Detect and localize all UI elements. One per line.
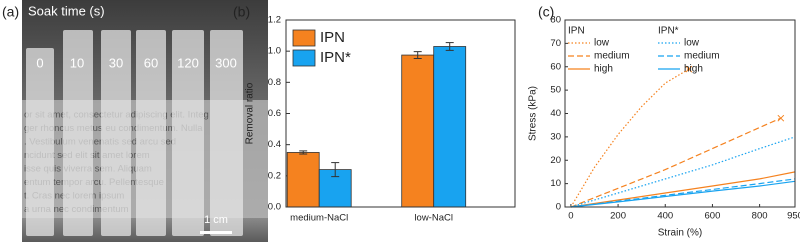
line (570, 136, 796, 208)
end-marker (685, 65, 693, 73)
bar (433, 46, 467, 208)
strips (26, 30, 243, 236)
bar (318, 169, 352, 208)
panel-label: (a) (2, 4, 19, 20)
y-tick-label: 80 (550, 15, 561, 26)
legend-label: medium (594, 51, 630, 62)
y-tick-label: 0.2 (268, 170, 281, 181)
legend-label: IPN (320, 29, 345, 46)
photo-title: Soak time (s) (28, 3, 105, 18)
x-tick-label: 950 (787, 211, 800, 222)
line (570, 68, 690, 208)
y-tick-label: 20 (550, 155, 561, 166)
photo: or sit amet, consectetur adipiscing elit… (22, 0, 268, 242)
x-tick-label: 200 (610, 211, 626, 222)
legend-group-title: IPN* (658, 26, 679, 37)
soak-label: 0 (36, 55, 43, 70)
scale-label: 1 cm (204, 214, 228, 226)
panel-label: (c) (538, 4, 554, 20)
legend-label: high (594, 64, 613, 75)
bar (286, 152, 320, 208)
y-axis-title: Stress (kPa) (528, 86, 539, 141)
y-tick-label: 0 (556, 202, 561, 213)
line (570, 171, 796, 208)
y-tick-label: 0.0 (268, 202, 281, 213)
line (570, 117, 782, 208)
panel-label: (b) (233, 4, 250, 20)
bar (401, 54, 435, 208)
y-tick-label: 0.8 (268, 77, 281, 88)
soak-label: 10 (70, 55, 84, 70)
x-tick-label: 800 (752, 211, 768, 222)
strip (101, 30, 131, 236)
scale-bar (200, 231, 232, 234)
y-tick-label: 10 (550, 178, 561, 189)
plot-frame (564, 19, 796, 208)
y-axis-title: Removal ratio (245, 82, 256, 144)
y-tick-label: 0.4 (268, 139, 281, 150)
strip (63, 30, 93, 236)
strip (210, 30, 243, 236)
strip (26, 48, 54, 236)
legend-label: high (684, 64, 703, 75)
soak-label: 60 (144, 55, 158, 70)
x-tick-label: medium-NaCl (290, 213, 348, 224)
background-text-line: entum tempor arcu. Pellentesque (24, 177, 164, 188)
legend-label: medium (684, 51, 720, 62)
soak-label: 120 (177, 55, 199, 70)
strip (172, 30, 204, 236)
soak-labels: 0 10 30 60 120 300 (36, 55, 236, 70)
y-tick-label: 0.6 (268, 108, 281, 119)
legend-label: IPN* (320, 49, 351, 66)
legend-swatch (292, 49, 316, 67)
x-axis-title: Strain (%) (658, 228, 702, 239)
y-tick-label: 70 (550, 38, 561, 49)
line (570, 180, 796, 208)
soak-label: 30 (109, 55, 123, 70)
strip (136, 30, 166, 236)
x-tick-label: 400 (657, 211, 673, 222)
y-tick-label: 1.0 (268, 46, 281, 57)
x-tick-label: 600 (705, 211, 721, 222)
end-marker (777, 114, 785, 122)
y-tick-label: 1.2 (268, 15, 281, 26)
soak-label: 300 (215, 55, 237, 70)
legend-swatch (292, 29, 316, 47)
legend-label: low (684, 38, 700, 49)
y-tick-label: 40 (550, 108, 561, 119)
x-tick-label: 0 (568, 211, 573, 222)
legend-group-title: IPN (568, 26, 585, 37)
legend-label: low (594, 38, 610, 49)
x-tick-label: low-NaCl (414, 213, 453, 224)
y-tick-label: 50 (550, 85, 561, 96)
y-tick-label: 30 (550, 131, 561, 142)
background-text-line: . Vestibulum venenatis sed arcu sed (24, 137, 176, 148)
plot-frame (285, 19, 516, 208)
y-tick-label: 60 (550, 61, 561, 72)
